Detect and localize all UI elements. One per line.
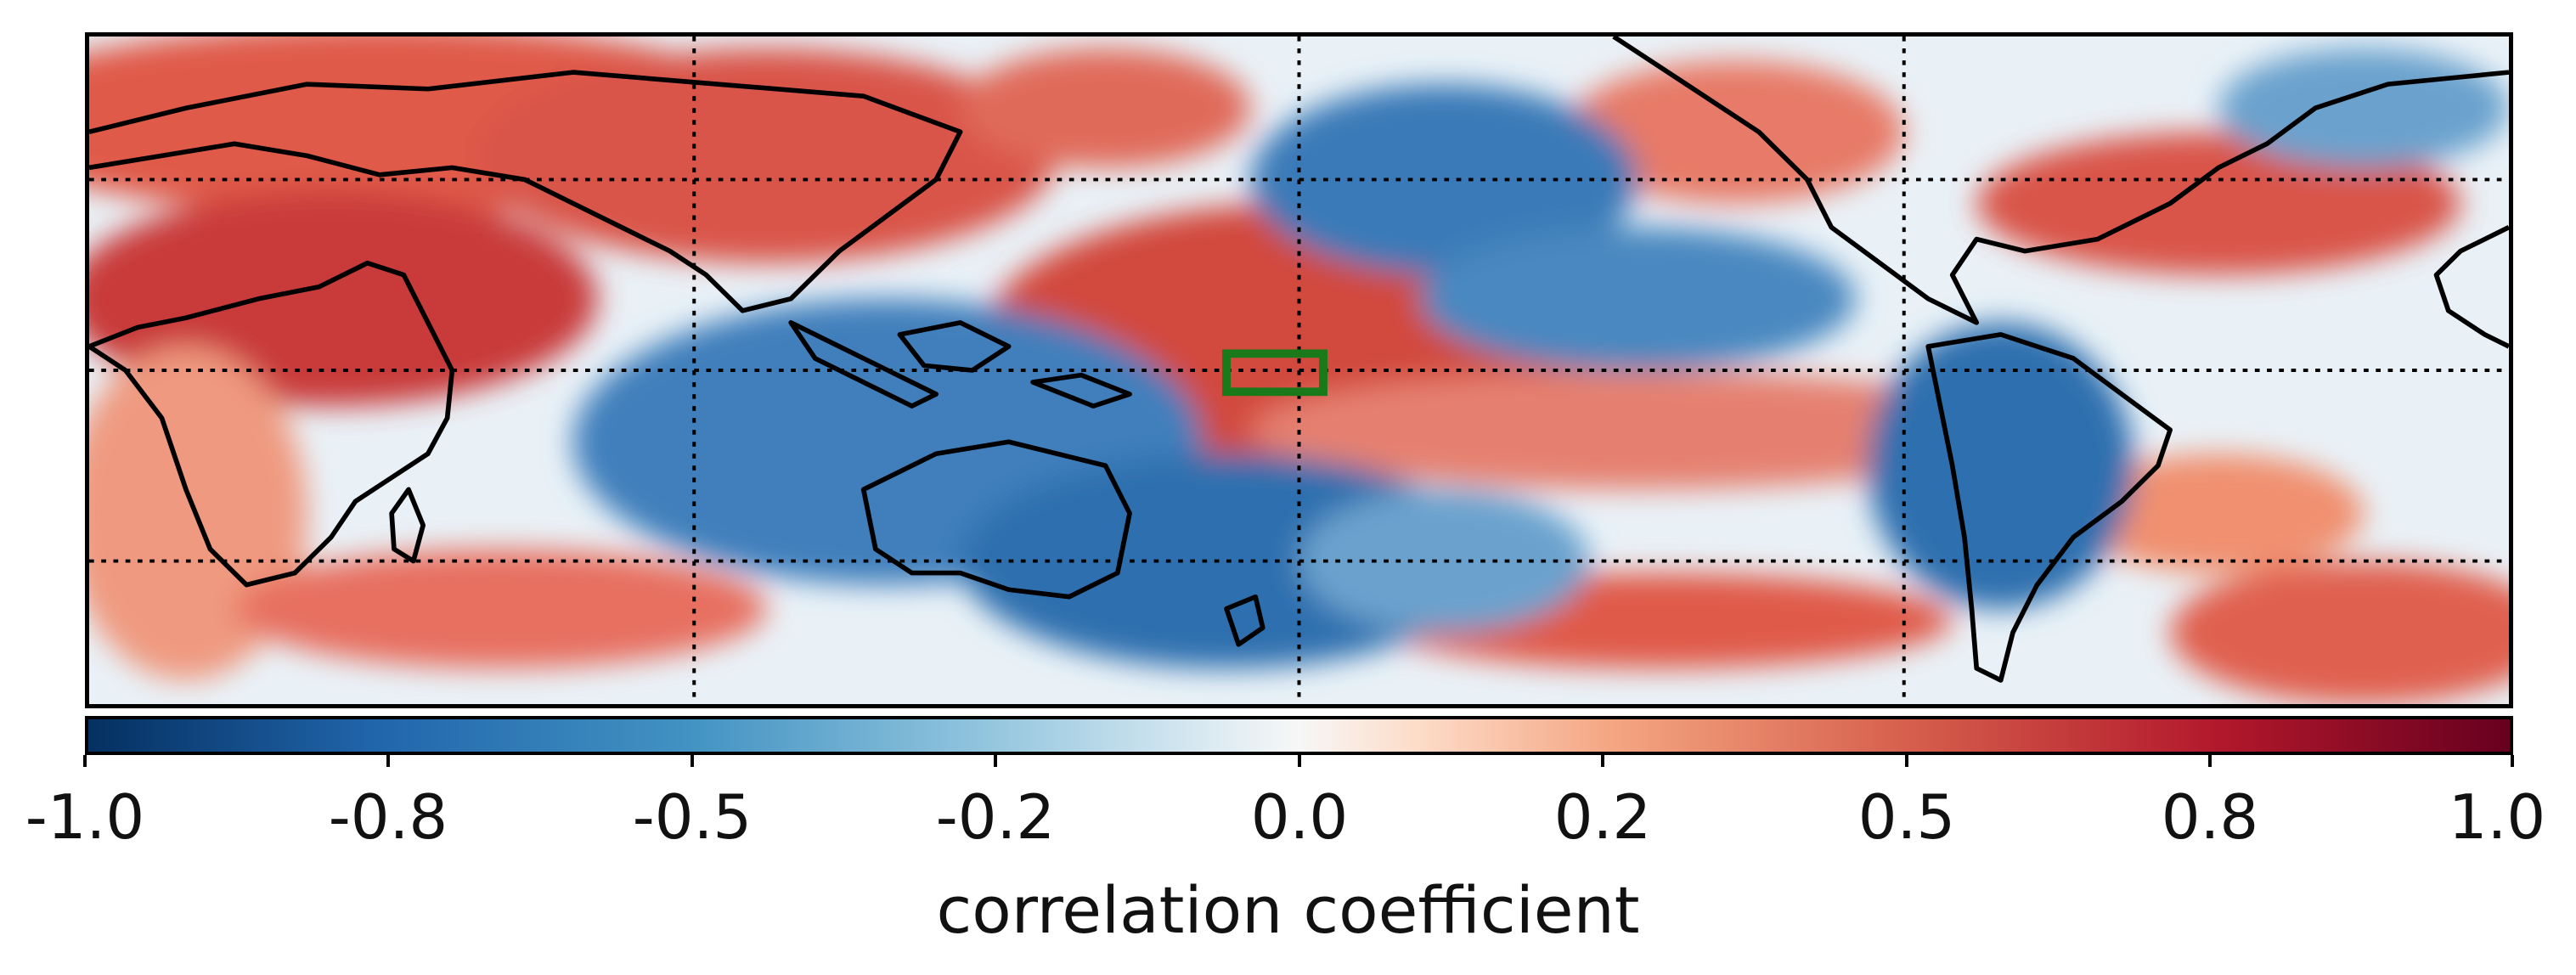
coastline-borneo [897, 320, 1012, 373]
coastlines [89, 37, 2509, 683]
coastline-south-america [1925, 332, 2173, 683]
negative-region-north-pacific-east [1419, 227, 1856, 370]
coastline-new-zealand [1224, 594, 1265, 647]
coastline-north-america [1612, 37, 2509, 325]
positive-region-brazil-coast [2073, 454, 2365, 573]
map-gridlines [89, 37, 2509, 704]
coastline-sumatra [788, 320, 939, 409]
negative-region-south-america [1868, 322, 2134, 609]
nino-region-box [1222, 349, 1327, 397]
colorbar-tick-label: 1.0 [2448, 781, 2546, 853]
colorbar-tick-label: -0.5 [632, 781, 753, 853]
colorbar-tick [994, 755, 997, 767]
colorbar [85, 716, 2513, 755]
positive-region-pacific-tongue [1250, 370, 2026, 490]
colorbar-tick [83, 755, 87, 767]
coastline-europe-west [2433, 225, 2509, 349]
colorbar-tick [386, 755, 390, 767]
positive-region-south-atlantic [2170, 561, 2509, 704]
negative-region-arctic [2218, 48, 2509, 168]
colorbar-tick [691, 755, 694, 767]
colorbar-tick [2208, 755, 2212, 767]
colorbar-tick-label: 0.2 [1553, 781, 1652, 853]
colorbar-tick [1601, 755, 1604, 767]
colorbar-tick [2511, 755, 2514, 767]
colorbar-tick [1905, 755, 1908, 767]
positive-region-asia [476, 48, 1057, 263]
colorbar-tick-label: -0.8 [328, 781, 448, 853]
coastline-new-guinea [1030, 372, 1132, 409]
map-plot [89, 37, 2509, 704]
colorbar-tick-label: 0.0 [1250, 781, 1349, 853]
coastline-madagascar [389, 487, 426, 564]
colorbar-tick-label: 0.5 [1857, 781, 1956, 853]
positive-region-north-pacific [1564, 60, 1904, 204]
colorbar-tick-label: 0.8 [2161, 781, 2259, 853]
colorbar-title: correlation coefficient [936, 872, 1640, 948]
coastline-australia [860, 439, 1132, 600]
correlation-map [85, 32, 2513, 708]
positive-region-kamchatka [960, 48, 1251, 168]
correlation-field [89, 37, 2509, 704]
positive-region-indian-south [234, 549, 767, 668]
coastline-eurasia [89, 70, 963, 313]
coastline-africa [89, 260, 455, 588]
colorbar-tick-label: -1.0 [25, 781, 145, 853]
colorbar-tick [1298, 755, 1301, 767]
colorbar-tick-label: -0.2 [935, 781, 1056, 853]
